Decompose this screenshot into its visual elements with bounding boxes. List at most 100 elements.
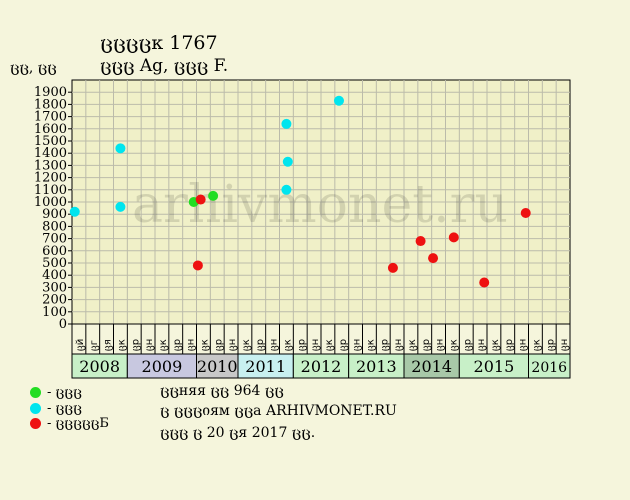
data-point-red [387, 262, 398, 273]
y-tick-label: 1400 [34, 146, 67, 161]
month-label: ცр [421, 339, 432, 351]
data-points [69, 95, 531, 288]
year-label: 2011 [245, 357, 286, 376]
year-label: 2016 [531, 360, 567, 376]
legend-item-cyan: - ცცც [30, 401, 82, 416]
chart-subtitle: ცცც Ag, ცცც F. [100, 56, 229, 76]
legend-green-label: - ცცც [47, 385, 82, 400]
data-point-cyan [115, 201, 126, 212]
year-label: 2014 [411, 357, 452, 376]
legend-green-marker [30, 387, 41, 398]
year-label: 2015 [474, 357, 515, 376]
year-band [528, 353, 571, 379]
y-tick-label: 1000 [34, 195, 67, 210]
data-point-red [415, 236, 426, 247]
month-label: ცн [393, 339, 404, 351]
y-tick-label: 1700 [34, 110, 67, 125]
month-labels: ცй ცг ცя ცк ცр ცн ცк ცр ცн ცк ცр ცн ცк ცр ცн ცк ცр ცн ცк ცр… [71, 323, 571, 355]
legend-red-marker [30, 418, 41, 429]
y-tick-label: 300 [42, 280, 67, 295]
month-label: ცн [144, 339, 155, 351]
month-label: ცр [213, 339, 224, 351]
legend-cyan-marker [30, 403, 41, 414]
month-label: ცк [531, 339, 542, 351]
legend-item-green: - ცცც [30, 385, 82, 400]
year-band [292, 353, 350, 379]
y-tick-labels: 0100200300400500600700800900100011001200… [34, 85, 67, 332]
month-label: ცн [352, 339, 363, 351]
y-tick-label: 900 [42, 207, 67, 222]
y-tick-label: 400 [42, 268, 67, 283]
chart-title: ცცცცк 1767 [100, 32, 218, 54]
month-label: ცн [476, 339, 487, 351]
month-label: ცк [199, 339, 210, 351]
month-label: ცк [116, 339, 127, 351]
month-label: ცк [365, 339, 376, 351]
data-point-cyan [115, 143, 126, 154]
month-label: ცр [462, 339, 473, 351]
y-tick-label: 1800 [34, 97, 67, 112]
data-point-red [479, 277, 490, 288]
y-tick-label: 500 [42, 256, 67, 271]
month-label: ცр [172, 339, 183, 351]
y-tick-label: 1500 [34, 134, 67, 149]
month-label: ცк [158, 339, 169, 351]
month-label: ცр [504, 339, 515, 351]
legend-item-red: - ცცცცცБ [30, 416, 109, 431]
y-tick-label: 1900 [34, 85, 67, 100]
month-label: ცк [448, 339, 459, 351]
year-label: 2008 [79, 357, 120, 376]
data-point-cyan [282, 156, 293, 167]
month-label: ცк [241, 339, 252, 351]
month-label: ცн [435, 339, 446, 351]
legend-red-label: - ცცცცცБ [47, 416, 109, 431]
month-label: ცр [545, 339, 556, 351]
footer-line-2: ც ცცციям ცცa ARHIVMONET.RU [160, 403, 397, 419]
footer-line-1: ცცняя ცც 964 ცც [160, 383, 284, 399]
month-label: ცр [379, 339, 390, 351]
month-label: ცя [103, 339, 114, 351]
month-label: ცн [518, 339, 529, 351]
month-label: ცк [282, 339, 293, 351]
data-point-red [448, 232, 459, 243]
year-band [458, 353, 530, 379]
y-tick-label: 0 [59, 317, 67, 332]
data-point-red [428, 253, 439, 264]
year-label: 2013 [356, 357, 397, 376]
year-label: 2009 [142, 357, 183, 376]
y-tick-label: 700 [42, 232, 67, 247]
month-label: ცр [130, 339, 141, 351]
data-point-red [520, 207, 531, 218]
month-label: ცр [338, 339, 349, 351]
y-tick-label: 200 [42, 293, 67, 308]
y-tick-label: 1300 [34, 158, 67, 173]
month-label: ცк [407, 339, 418, 351]
month-label: ცр [296, 339, 307, 351]
year-bands: 2008 2009 2010 2011 2012 2013 2014 2015 2016 [71, 353, 571, 379]
data-point-green [208, 190, 219, 201]
watermark: arhivmonet.ru [132, 175, 508, 235]
month-label: ცг [89, 340, 100, 351]
year-band [403, 353, 460, 379]
month-label: ცр [255, 339, 266, 351]
data-point-red [195, 194, 206, 205]
y-axis-unit: ცც, ცც [10, 60, 57, 76]
year-label: 2010 [197, 357, 238, 376]
y-tick-label: 600 [42, 244, 67, 259]
chart: arhivmonet.ru 01002003004005006007008009… [34, 79, 571, 379]
month-label: ცк [324, 339, 335, 351]
year-band [237, 353, 294, 379]
month-label: ცк [490, 339, 501, 351]
month-label: ცн [559, 339, 570, 351]
y-tick-label: 800 [42, 219, 67, 234]
y-tick-label: 1600 [34, 122, 67, 137]
y-tick-label: 1200 [34, 171, 67, 186]
footer-line-3: ცცც ც 20 ცя 2017 ცც. [160, 425, 316, 441]
month-label: ცн [227, 339, 238, 351]
y-tick-label: 1100 [34, 183, 67, 198]
month-label: ცн [310, 339, 321, 351]
data-point-cyan [281, 118, 292, 129]
year-label: 2012 [301, 357, 342, 376]
data-point-cyan [333, 95, 344, 106]
y-tick-label: 100 [42, 305, 67, 320]
